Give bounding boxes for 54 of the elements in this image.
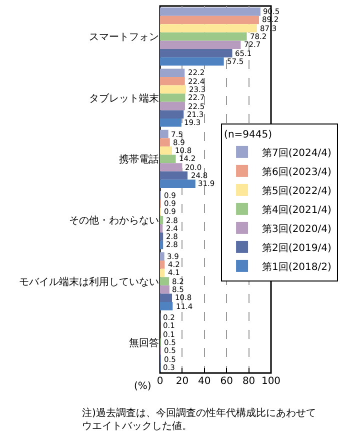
x-axis-title: (%) (134, 381, 152, 392)
y-tick-label: 携帯電話 (119, 153, 159, 166)
bar (160, 8, 260, 16)
bar (160, 94, 186, 102)
legend-label: 第4回(2021/4) (262, 204, 332, 216)
bar (160, 85, 186, 94)
legend-label: 第3回(2020/4) (262, 222, 332, 235)
x-tick-label: 40 (198, 376, 211, 387)
bar (160, 302, 173, 310)
bar (160, 16, 260, 24)
bar (160, 24, 257, 32)
bar (160, 154, 176, 164)
legend-title: (n=9445) (224, 129, 272, 140)
bar (160, 49, 232, 58)
bar (160, 224, 163, 233)
bar (160, 285, 170, 294)
x-tick-label: 20 (176, 376, 189, 387)
bar (160, 68, 185, 77)
y-tick-label: 無回答 (129, 336, 159, 349)
y-tick-label: タブレット端末 (89, 92, 159, 104)
x-tick-label: 100 (261, 376, 281, 387)
bar (160, 260, 165, 269)
legend-label: 第5回(2022/4) (262, 184, 332, 197)
bar (160, 32, 247, 41)
bar (160, 268, 165, 278)
bar (160, 163, 182, 172)
bar (160, 240, 164, 250)
x-tick-label: 60 (220, 376, 233, 387)
bar (160, 146, 172, 155)
y-tick-label: モバイル端末は利用していない (19, 276, 159, 288)
legend-label: 第7回(2024/4) (262, 146, 332, 159)
bar (160, 252, 164, 260)
legend-label: 第1回(2018/2) (262, 260, 332, 273)
legend-label: 第6回(2023/4) (262, 166, 332, 178)
bar (160, 138, 170, 146)
bar (160, 180, 196, 188)
bar (160, 216, 164, 224)
bar (160, 294, 172, 302)
bar (160, 171, 188, 180)
x-tick-label: 0 (156, 376, 164, 387)
bar (160, 232, 164, 241)
bar (160, 102, 185, 110)
bar (160, 77, 185, 86)
bar (160, 110, 184, 118)
bar (160, 40, 241, 50)
bar (160, 277, 170, 286)
text: 注)過去調査は、今回調査の性年代構成比にあわせてウエイトバックした値。 (82, 407, 316, 431)
x-tick-label: 80 (242, 376, 256, 387)
legend-label: 第2回(2019/4) (262, 242, 332, 254)
y-tick-label: その他・わからない (69, 214, 159, 227)
bar (160, 57, 224, 66)
bar (160, 118, 182, 127)
bar (160, 130, 168, 138)
y-tick-label: スマートフォン (89, 32, 159, 44)
